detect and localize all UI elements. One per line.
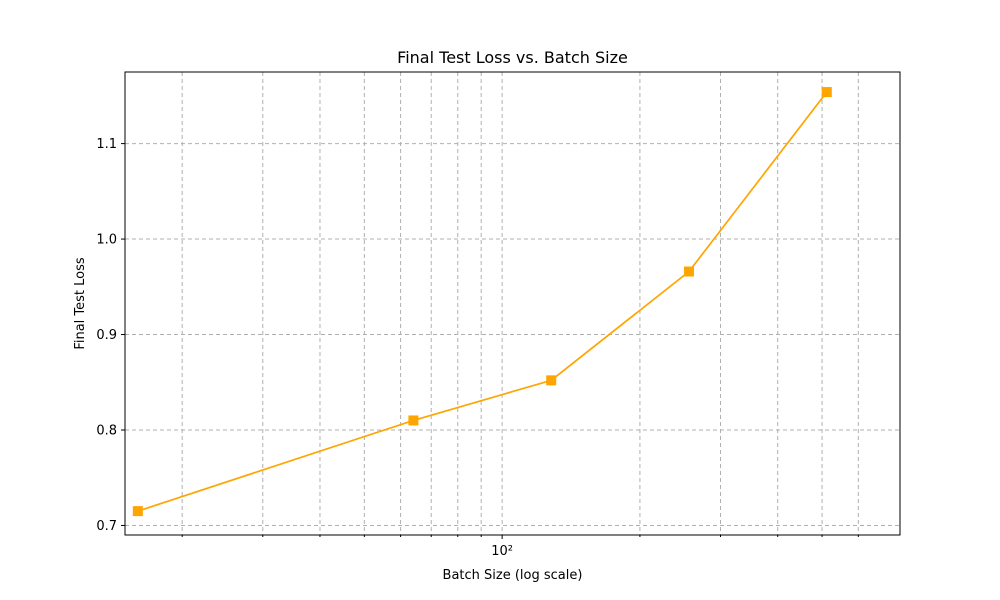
y-tick-label: 1.1 [96,137,117,152]
grid [125,72,900,535]
series-line [137,91,828,512]
plot-area [124,71,901,536]
axis-ticks: 10² 0.7 0.8 0.9 1.0 1.1 [96,137,859,559]
y-tick-label: 0.8 [96,423,117,438]
y-tick-label: 0.7 [96,519,117,534]
data-point [683,266,694,277]
data-point [821,87,832,98]
x-axis-label: Batch Size (log scale) [443,568,583,583]
chart-title: Final Test Loss vs. Batch Size [397,48,628,67]
data-point [546,375,557,386]
data-point [132,506,143,517]
y-tick-label: 0.9 [96,328,117,343]
series [132,87,832,517]
x-tick-label: 10² [491,544,513,559]
y-axis-label: Final Test Loss [73,257,88,350]
y-tick-label: 1.0 [96,233,117,248]
data-point [408,415,419,426]
